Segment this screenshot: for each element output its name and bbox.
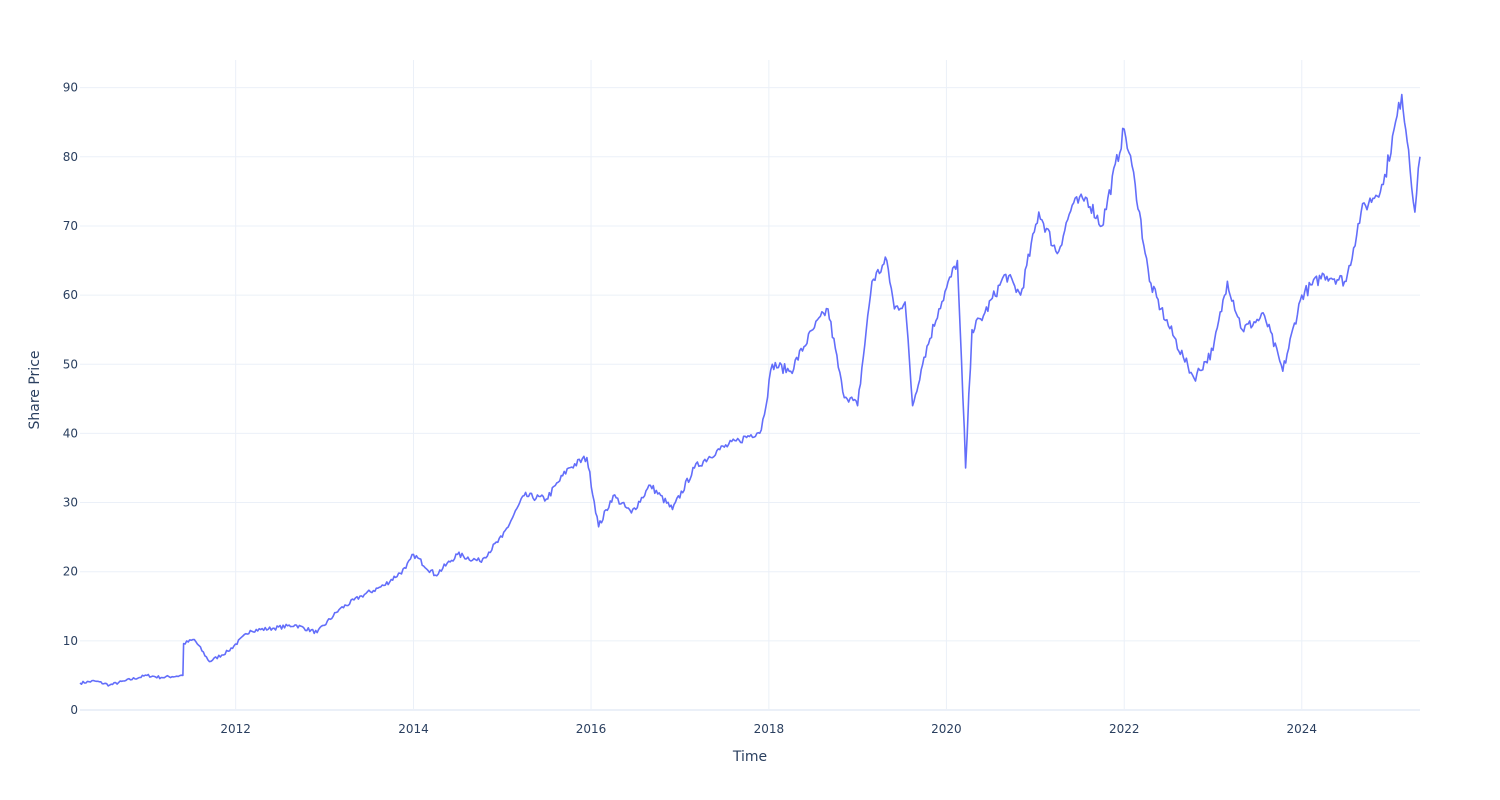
x-axis-title: Time: [732, 749, 767, 765]
y-tick-label: 10: [63, 634, 78, 648]
y-tick-label: 50: [63, 357, 78, 371]
y-tick-label: 60: [63, 288, 78, 302]
y-tick-label: 80: [63, 150, 78, 164]
x-tick-label: 2016: [576, 722, 607, 736]
y-tick-label: 0: [70, 703, 78, 717]
y-tick-labels: 0 10 20 30 40 50 60 70 80 90: [63, 81, 78, 717]
series-line: [79, 93, 1421, 687]
series-group: [79, 93, 1421, 687]
x-tick-label: 2020: [931, 722, 962, 736]
gridlines: [80, 60, 1420, 711]
y-tick-label: 30: [63, 496, 78, 510]
x-tick-label: 2018: [754, 722, 785, 736]
x-tick-label: 2022: [1109, 722, 1140, 736]
y-tick-label: 40: [63, 426, 78, 440]
y-tick-label: 90: [63, 81, 78, 95]
y-tick-label: 70: [63, 219, 78, 233]
x-tick-label: 2012: [220, 722, 251, 736]
y-axis-title: Share Price: [27, 350, 43, 429]
x-tick-labels: 2012 2014 2016 2018 2020 2022 2024: [220, 722, 1317, 736]
x-tick-label: 2014: [398, 722, 429, 736]
x-tick-label: 2024: [1287, 722, 1318, 736]
y-tick-label: 20: [63, 565, 78, 579]
